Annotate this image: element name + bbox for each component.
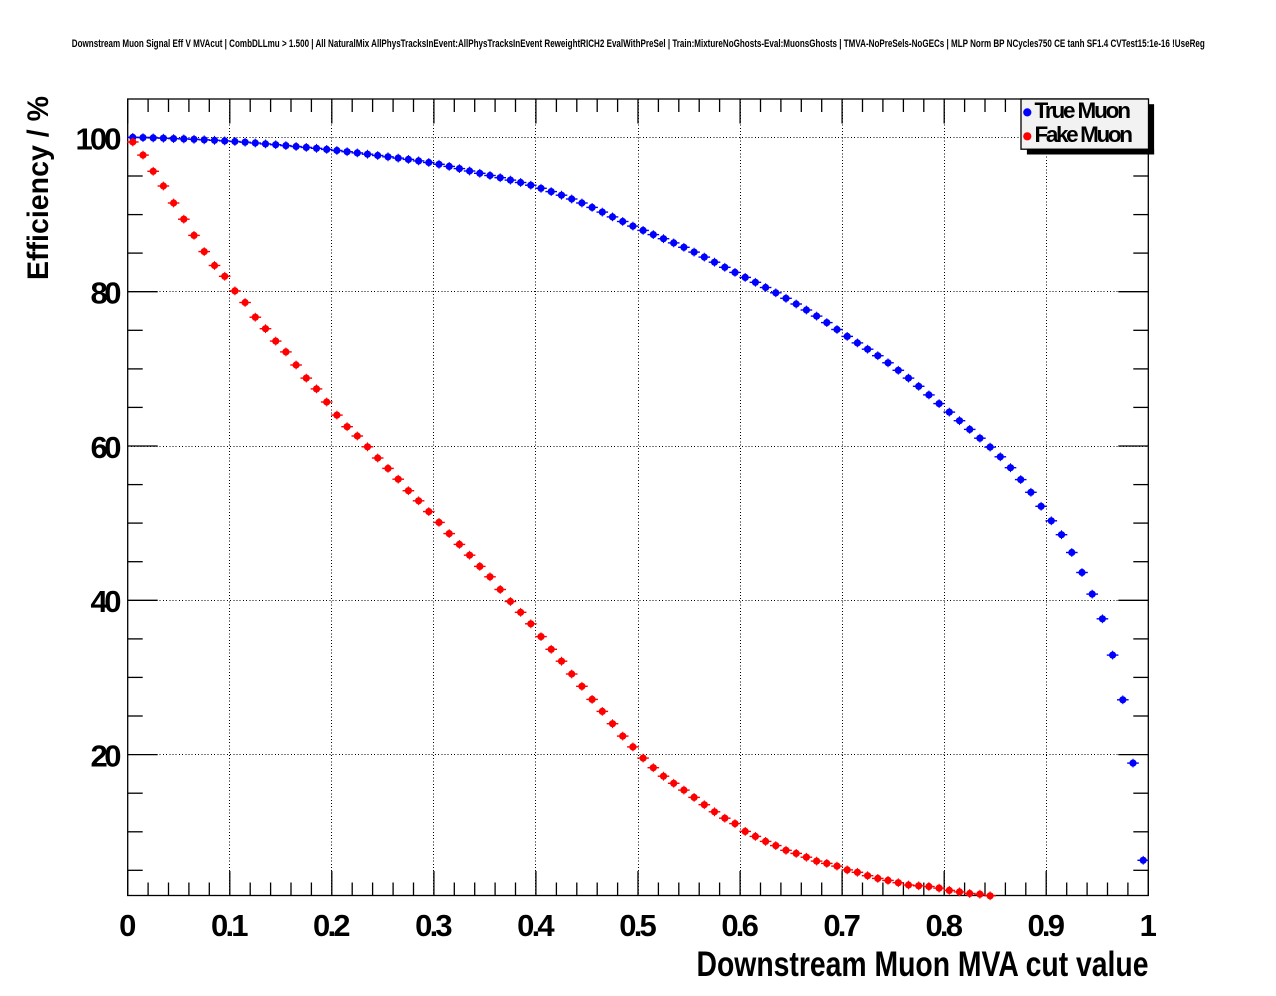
svg-text:Fake Muon: Fake Muon	[1035, 122, 1134, 147]
svg-text:0: 0	[119, 908, 136, 943]
svg-text:0.1: 0.1	[211, 908, 249, 943]
svg-text:40: 40	[91, 584, 122, 619]
svg-text:0.3: 0.3	[415, 908, 453, 943]
svg-text:True Muon: True Muon	[1035, 98, 1132, 123]
svg-text:60: 60	[91, 430, 122, 465]
svg-text:0.8: 0.8	[925, 908, 963, 943]
svg-text:Downstream Muon MVA cut value: Downstream Muon MVA cut value	[697, 945, 1149, 984]
svg-text:Downstream Muon Signal Eff V M: Downstream Muon Signal Eff V MVAcut | Co…	[72, 38, 1205, 50]
svg-text:100: 100	[76, 121, 122, 156]
svg-text:20: 20	[91, 739, 122, 774]
svg-text:0.6: 0.6	[721, 908, 759, 943]
svg-text:1: 1	[1140, 908, 1157, 943]
svg-text:0.2: 0.2	[313, 908, 351, 943]
svg-text:0.5: 0.5	[619, 908, 657, 943]
svg-text:0.4: 0.4	[517, 908, 555, 943]
svg-text:0.7: 0.7	[823, 908, 861, 943]
svg-text:80: 80	[91, 276, 122, 311]
svg-text:Efficiency / %: Efficiency / %	[22, 96, 55, 280]
svg-text:0.9: 0.9	[1027, 908, 1065, 943]
